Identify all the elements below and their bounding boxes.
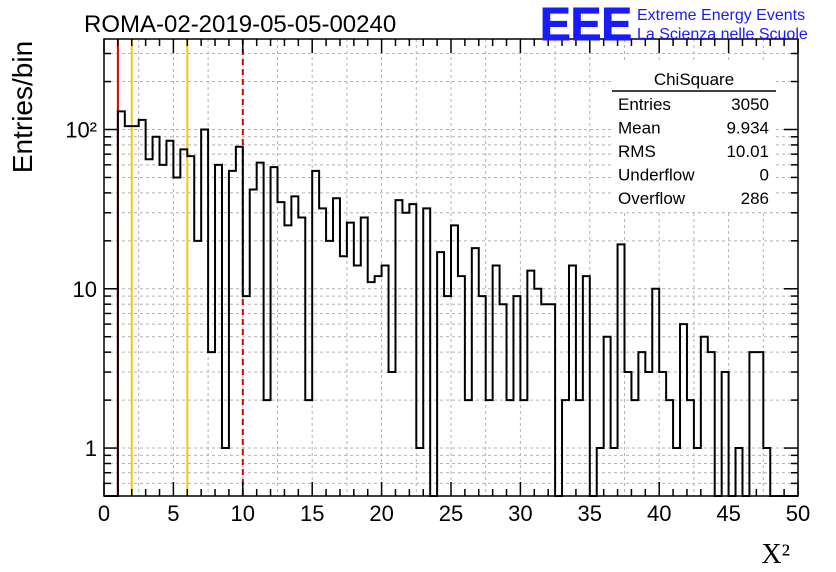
- x-tick-label: 25: [439, 501, 463, 526]
- stats-row-label: Mean: [618, 119, 661, 138]
- x-tick-label: 5: [167, 501, 179, 526]
- stats-row-value: 9.934: [726, 119, 769, 138]
- x-tick-label: 10: [231, 501, 255, 526]
- stats-row-value: 10.01: [726, 142, 769, 161]
- x-axis-label: X²: [761, 539, 790, 570]
- axis-ticks: [103, 39, 799, 497]
- y-tick-label: 1: [85, 436, 97, 461]
- x-tick-label: 30: [508, 501, 532, 526]
- logo-mark: EEE: [540, 0, 632, 50]
- logo-line2: La Scienza nelle Scuole: [637, 26, 808, 43]
- x-tick-label: 50: [786, 501, 810, 526]
- x-tick-label: 35: [578, 501, 602, 526]
- chart-title: ROMA-02-2019-05-05-00240: [84, 11, 396, 38]
- histogram-series: [104, 110, 798, 497]
- marker-lines: [116, 39, 244, 496]
- stats-row-label: Overflow: [618, 189, 686, 208]
- stats-row-value: 286: [741, 189, 769, 208]
- stats-row-label: Underflow: [618, 166, 695, 185]
- stats-box: ChiSquare Entries 3050 Mean 9.934 RMS 10.01 Un…: [612, 62, 776, 210]
- stats-row-value: 0: [760, 166, 769, 185]
- y-tick-label: 10²: [65, 118, 97, 143]
- stats-row-label: RMS: [618, 142, 656, 161]
- x-tick-label: 40: [647, 501, 671, 526]
- x-tick-label: 45: [716, 501, 740, 526]
- stats-row-value: 3050: [731, 95, 769, 114]
- y-axis-label: Entries/bin: [7, 41, 38, 173]
- x-tick-label: 0: [98, 501, 110, 526]
- y-tick-label: 10: [73, 277, 97, 302]
- stats-row-label: Entries: [618, 95, 671, 114]
- eee-logo: EEE Extreme Energy Events La Scienza nel…: [540, 0, 808, 51]
- x-tick-label: 15: [300, 501, 324, 526]
- stats-box-background: [612, 62, 776, 210]
- stats-title: ChiSquare: [654, 70, 734, 89]
- logo-line1: Extreme Energy Events: [637, 7, 805, 24]
- x-tick-label: 20: [369, 501, 393, 526]
- axis-tick-labels: 0 5 10 15 20 25 30 35 40 45 50 1 10 10²: [65, 118, 810, 526]
